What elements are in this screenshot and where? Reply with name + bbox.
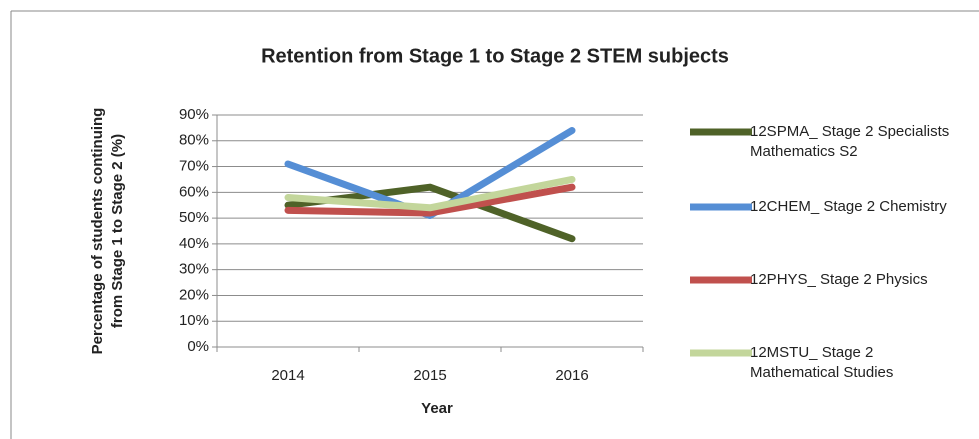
legend-label: 12CHEM_ Stage 2 Chemistry — [750, 198, 947, 215]
y-tick-label: 60% — [179, 183, 209, 200]
y-tick-label: 30% — [179, 261, 209, 278]
y-tick-label: 40% — [179, 235, 209, 252]
y-tick-label: 90% — [179, 106, 209, 123]
legend-label: 12PHYS_ Stage 2 Physics — [750, 271, 928, 288]
x-tick-label: 2016 — [555, 367, 588, 384]
legend-label: 12SPMA_ Stage 2 Specialists Mathematics … — [750, 123, 950, 160]
x-tick-label: 2014 — [271, 367, 304, 384]
y-tick-label: 10% — [179, 312, 209, 329]
x-tick-label: 2015 — [413, 367, 446, 384]
y-axis-label: Percentage of students continuing — [89, 108, 106, 355]
series-line — [284, 183, 576, 217]
y-tick-label: 20% — [179, 286, 209, 303]
y-tick-label: 70% — [179, 158, 209, 175]
y-axis-label: from Stage 1 to Stage 2 (%) — [109, 134, 126, 328]
y-tick-label: 0% — [187, 338, 209, 355]
chart-title: Retention from Stage 1 to Stage 2 STEM s… — [261, 45, 729, 67]
legend-label: 12MSTU_ Stage 2 Mathematical Studies — [750, 344, 894, 381]
y-tick-label: 80% — [179, 132, 209, 149]
y-tick-label: 50% — [179, 209, 209, 226]
series-line — [284, 175, 576, 212]
x-axis-label: Year — [421, 400, 453, 417]
